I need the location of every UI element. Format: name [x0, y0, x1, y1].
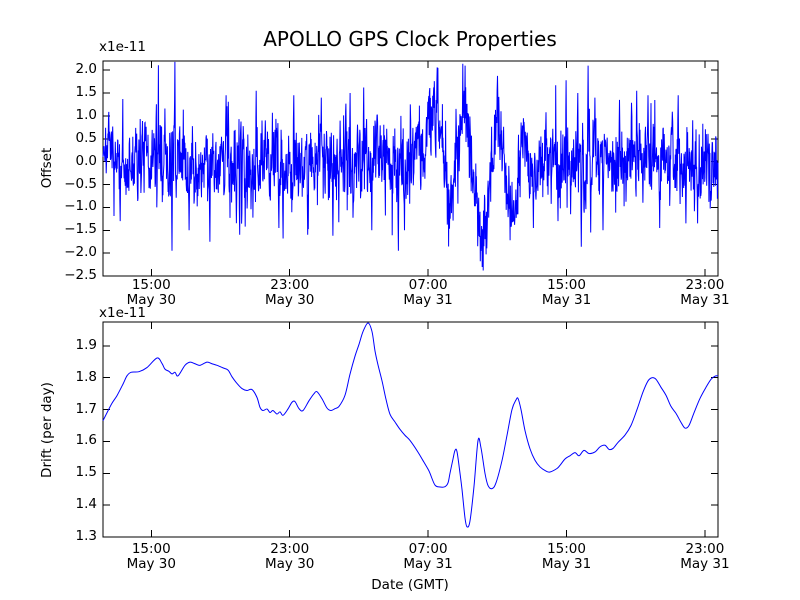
y-tick-label: −1.0	[64, 198, 97, 214]
x-tick-label-time: 15:00	[547, 541, 586, 557]
y-tick-label: −0.5	[64, 176, 97, 192]
y-tick-label: 0.0	[75, 153, 97, 169]
x-tick-label-date: May 30	[126, 292, 176, 308]
y-tick-label: 1.6	[75, 432, 97, 448]
y-tick-label: −1.5	[64, 221, 97, 237]
x-tick-label-time: 23:00	[270, 277, 310, 293]
chart-title: APOLLO GPS Clock Properties	[263, 27, 557, 51]
y-tick-label: 1.3	[75, 528, 97, 544]
drift-series-line	[102, 322, 719, 528]
y-tick-label: 2.0	[75, 61, 97, 77]
x-tick-label-time: 15:00	[547, 277, 586, 293]
x-tick-label-date: May 31	[680, 292, 730, 308]
x-tick-label-time: 23:00	[685, 541, 725, 557]
drift-scale-label: x1e-11	[99, 305, 146, 321]
x-tick-label-date: May 31	[541, 292, 592, 308]
y-tick-label: 1.5	[75, 464, 97, 480]
x-tick-label-date: May 31	[403, 556, 453, 572]
x-tick-label-time: 07:00	[408, 277, 448, 293]
y-tick-label: 1.8	[75, 369, 97, 385]
y-tick-label: 0.5	[75, 130, 97, 146]
date-axis-label: Date (GMT)	[371, 577, 449, 593]
x-tick-label-time: 15:00	[131, 277, 171, 293]
x-tick-label-time: 23:00	[685, 277, 725, 293]
y-tick-label: 1.0	[75, 107, 97, 123]
y-tick-label: −2.0	[64, 244, 97, 260]
x-tick-label-time: 07:00	[408, 541, 448, 557]
x-tick-label-time: 23:00	[270, 541, 310, 557]
drift-axis-label: Drift (per day)	[39, 382, 55, 478]
x-tick-label-date: May 31	[541, 556, 592, 572]
x-tick-label-date: May 30	[265, 556, 315, 572]
offset-scale-label: x1e-11	[99, 39, 146, 55]
y-tick-label: 1.4	[75, 496, 97, 512]
offset-series-line	[102, 61, 719, 271]
y-tick-label: 1.7	[75, 401, 97, 417]
x-tick-label-date: May 31	[403, 292, 453, 308]
y-tick-label: 1.5	[75, 84, 97, 100]
x-tick-label-date: May 30	[265, 292, 315, 308]
x-tick-label-date: May 31	[680, 556, 730, 572]
y-tick-label: −2.5	[64, 267, 97, 283]
axes-frame	[102, 321, 719, 538]
y-tick-label: 1.9	[75, 337, 97, 353]
x-tick-label-time: 15:00	[131, 541, 171, 557]
x-tick-label-date: May 30	[126, 556, 176, 572]
